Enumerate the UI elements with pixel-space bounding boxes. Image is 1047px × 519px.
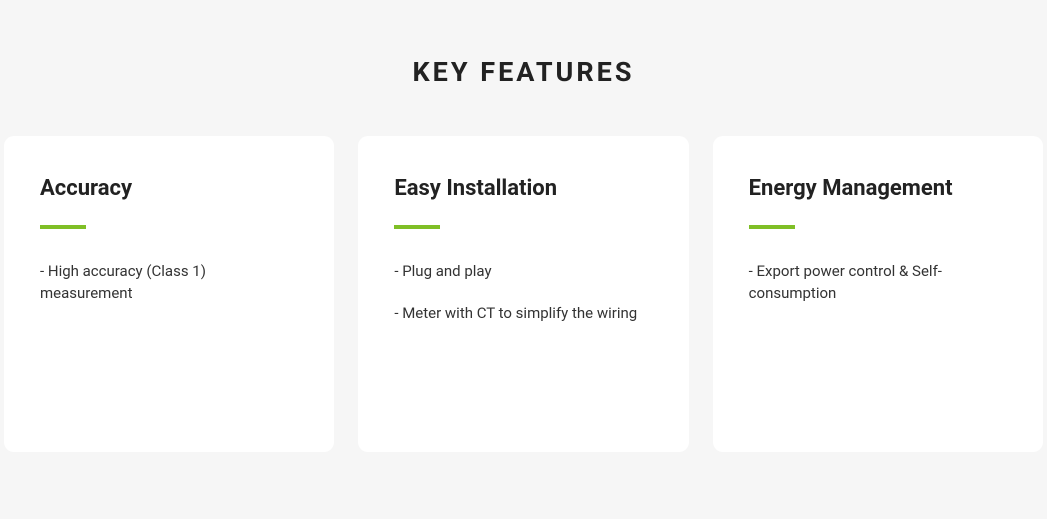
card-item: - Plug and play [394,261,652,283]
features-cards: Accuracy - High accuracy (Class 1) measu… [0,136,1047,452]
card-title: Accuracy [40,176,298,201]
feature-card-energy-management: Energy Management - Export power control… [713,136,1043,452]
section-title: KEY FEATURES [0,0,1047,136]
accent-bar [394,225,440,229]
card-item: - Export power control & Self-consumptio… [749,261,1007,305]
feature-card-easy-installation: Easy Installation - Plug and play - Mete… [358,136,688,452]
accent-bar [40,225,86,229]
card-title: Easy Installation [394,176,652,201]
card-body: - High accuracy (Class 1) measurement [40,261,298,305]
feature-card-accuracy: Accuracy - High accuracy (Class 1) measu… [4,136,334,452]
card-body: - Export power control & Self-consumptio… [749,261,1007,305]
card-item: - Meter with CT to simplify the wiring [394,303,652,325]
card-item: - High accuracy (Class 1) measurement [40,261,298,305]
accent-bar [749,225,795,229]
card-body: - Plug and play - Meter with CT to simpl… [394,261,652,325]
card-title: Energy Management [749,176,1007,201]
